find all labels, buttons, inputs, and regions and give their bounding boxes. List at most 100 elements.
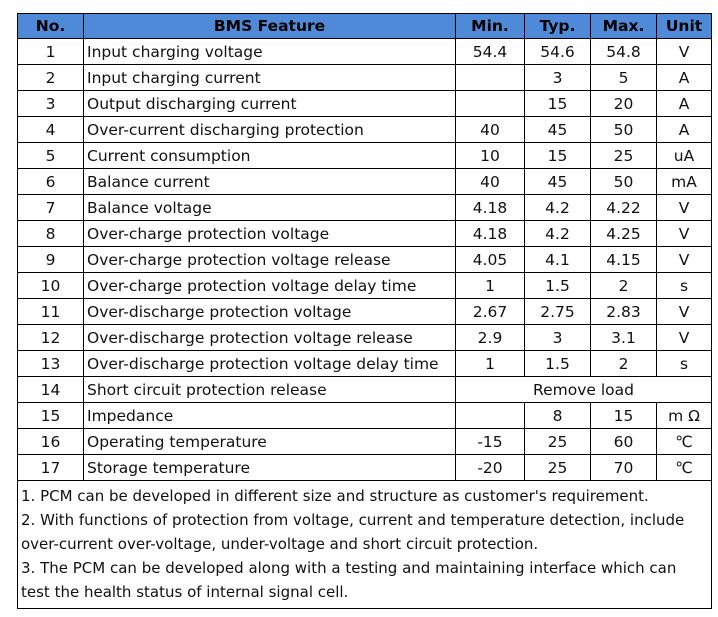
cell-merged-value: Remove load [455, 376, 712, 403]
cell-typ: 4.2 [524, 220, 591, 247]
cell-typ: 4.2 [524, 194, 591, 221]
cell-no: 6 [17, 168, 84, 195]
cell-min: 2.9 [455, 324, 525, 351]
cell-min: 1 [455, 272, 525, 299]
header-no: No. [17, 13, 84, 39]
cell-unit: A [656, 90, 712, 117]
cell-min [455, 90, 525, 117]
cell-max: 54.8 [590, 38, 657, 65]
cell-typ: 2.75 [524, 298, 591, 325]
cell-typ: 1.5 [524, 350, 591, 377]
cell-no: 10 [17, 272, 84, 299]
cell-min: 1 [455, 350, 525, 377]
cell-no: 14 [17, 376, 84, 403]
cell-max: 50 [590, 168, 657, 195]
cell-no: 8 [17, 220, 84, 247]
cell-max: 50 [590, 116, 657, 143]
table-row: 7 Balance voltage 4.18 4.2 4.22 V [17, 194, 712, 221]
cell-unit: mA [656, 168, 712, 195]
cell-max: 5 [590, 64, 657, 91]
table-row: 13 Over-discharge protection voltage dela… [17, 350, 712, 377]
cell-min: 2.67 [455, 298, 525, 325]
cell-min: 10 [455, 142, 525, 169]
cell-max: 2 [590, 350, 657, 377]
cell-max: 2.83 [590, 298, 657, 325]
cell-min: -15 [455, 428, 525, 455]
cell-unit: s [656, 272, 712, 299]
cell-typ: 25 [524, 454, 591, 481]
cell-no: 9 [17, 246, 84, 273]
cell-feature: Balance current [83, 168, 456, 195]
header-max: Max. [590, 13, 657, 39]
table-row: 12 Over-discharge protection voltage rele… [17, 324, 712, 351]
table-body: 1 Input charging voltage 54.4 54.6 54.8 V 2 Inp… [17, 38, 712, 481]
cell-max: 2 [590, 272, 657, 299]
table-row: 2 Input charging current 3 5 A [17, 64, 712, 91]
cell-typ: 1.5 [524, 272, 591, 299]
cell-feature: Over-charge protection voltage [83, 220, 456, 247]
table-row: 9 Over-charge protection voltage release 4… [17, 246, 712, 273]
cell-unit: A [656, 116, 712, 143]
cell-min: 40 [455, 116, 525, 143]
cell-no: 1 [17, 38, 84, 65]
cell-min [455, 402, 525, 429]
cell-typ: 54.6 [524, 38, 591, 65]
cell-no: 13 [17, 350, 84, 377]
cell-no: 5 [17, 142, 84, 169]
cell-min: 40 [455, 168, 525, 195]
cell-unit: ℃ [656, 454, 712, 481]
cell-feature: Over-current discharging protection [83, 116, 456, 143]
note-1: 1. PCM can be developed in different siz… [21, 487, 649, 505]
cell-feature: Short circuit protection release [83, 376, 456, 403]
header-min: Min. [455, 13, 525, 39]
cell-no: 15 [17, 402, 84, 429]
cell-unit: m Ω [656, 402, 712, 429]
cell-no: 7 [17, 194, 84, 221]
table-row: 1 Input charging voltage 54.4 54.6 54.8 V [17, 38, 712, 65]
cell-unit: A [656, 64, 712, 91]
cell-feature: Balance voltage [83, 194, 456, 221]
cell-no: 2 [17, 64, 84, 91]
cell-feature: Input charging voltage [83, 38, 456, 65]
cell-unit: ℃ [656, 428, 712, 455]
cell-typ: 3 [524, 64, 591, 91]
bms-feature-table: No. BMS Feature Min. Typ. Max. Unit 1 Inp… [17, 13, 712, 609]
cell-no: 16 [17, 428, 84, 455]
cell-max: 4.22 [590, 194, 657, 221]
cell-feature: Operating temperature [83, 428, 456, 455]
cell-max: 4.15 [590, 246, 657, 273]
header-feature: BMS Feature [83, 13, 456, 39]
cell-max: 3.1 [590, 324, 657, 351]
cell-unit: uA [656, 142, 712, 169]
cell-typ: 25 [524, 428, 591, 455]
table-row: 5 Current consumption 10 15 25 uA [17, 142, 712, 169]
cell-no: 4 [17, 116, 84, 143]
note-3: 3. The PCM can be developed along with a… [21, 559, 677, 601]
cell-typ: 4.1 [524, 246, 591, 273]
bms-spec-sheet: No. BMS Feature Min. Typ. Max. Unit 1 Inp… [17, 13, 712, 609]
table-row: 15 Impedance 8 15 m Ω [17, 402, 712, 429]
cell-typ: 8 [524, 402, 591, 429]
cell-min: 4.05 [455, 246, 525, 273]
cell-no: 3 [17, 90, 84, 117]
cell-feature: Over-discharge protection voltage releas… [83, 324, 456, 351]
cell-no: 11 [17, 298, 84, 325]
cell-typ: 15 [524, 90, 591, 117]
cell-unit: V [656, 298, 712, 325]
cell-no: 17 [17, 454, 84, 481]
cell-unit: V [656, 246, 712, 273]
cell-min [455, 64, 525, 91]
cell-max: 60 [590, 428, 657, 455]
table-row: 14 Short circuit protection release Remove… [17, 376, 712, 403]
cell-typ: 15 [524, 142, 591, 169]
cell-unit: s [656, 350, 712, 377]
table-row: 17 Storage temperature -20 25 70 ℃ [17, 454, 712, 481]
cell-unit: V [656, 38, 712, 65]
cell-min: 4.18 [455, 194, 525, 221]
cell-feature: Over-charge protection voltage delay tim… [83, 272, 456, 299]
cell-typ: 45 [524, 116, 591, 143]
cell-unit: V [656, 194, 712, 221]
cell-max: 20 [590, 90, 657, 117]
cell-feature: Current consumption [83, 142, 456, 169]
cell-unit: V [656, 220, 712, 247]
